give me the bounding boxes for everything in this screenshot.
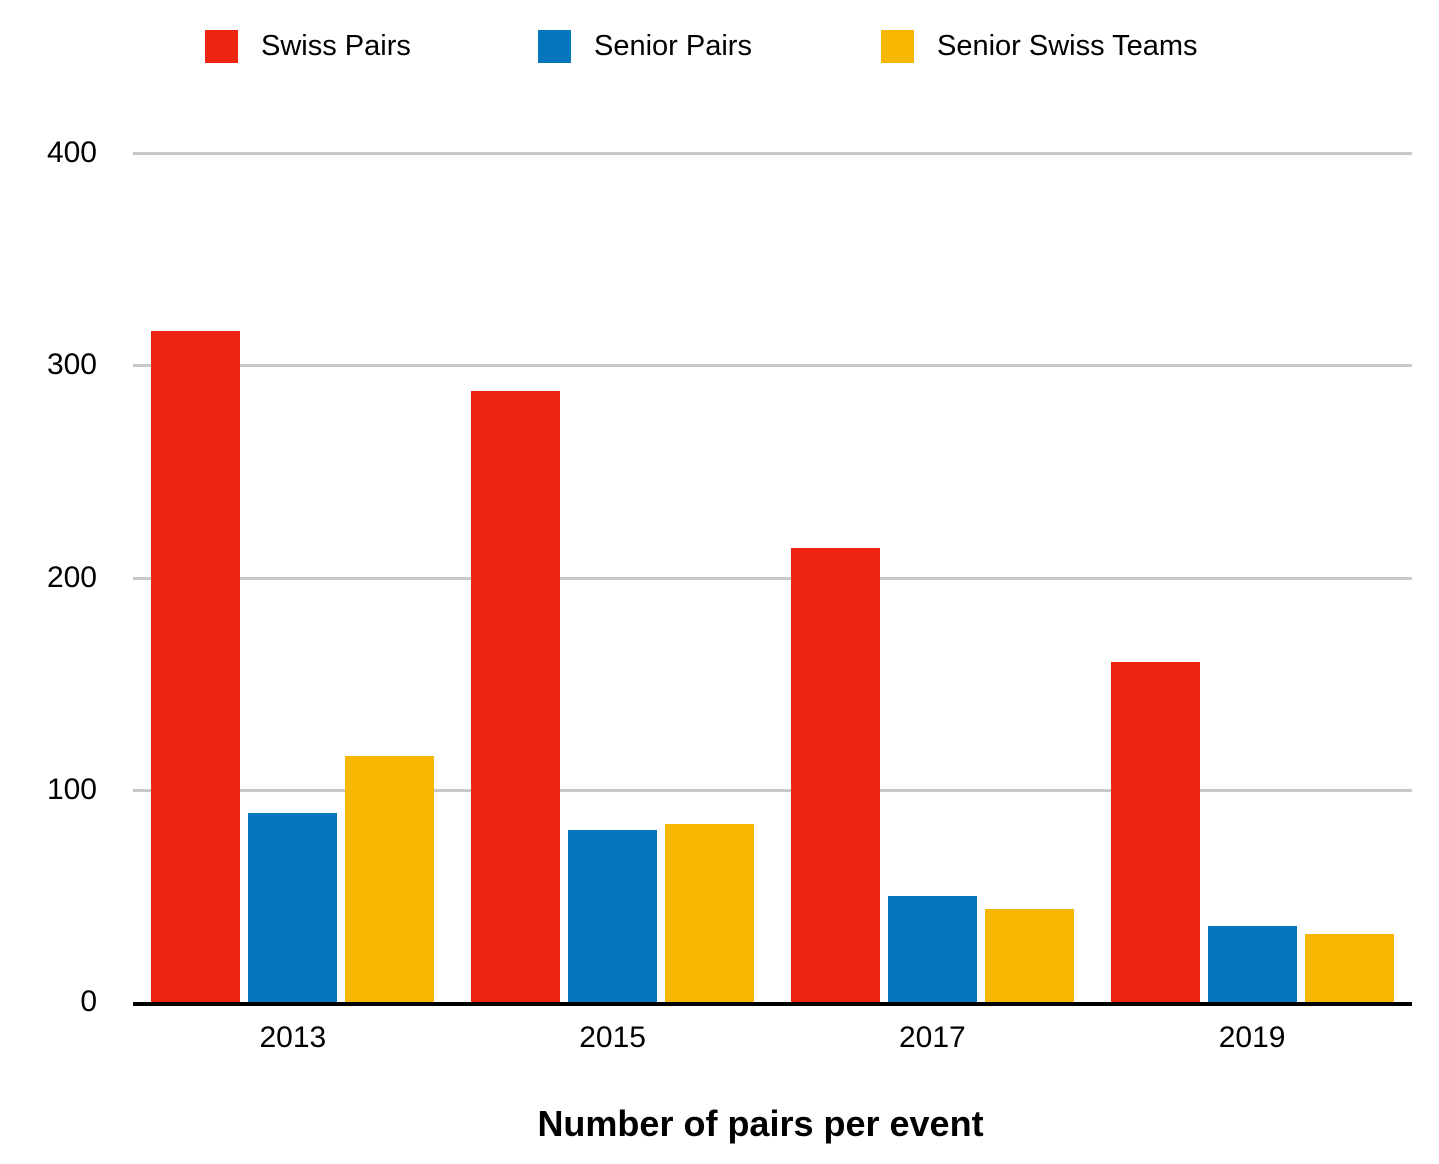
legend-label-senior-pairs: Senior Pairs: [594, 30, 752, 62]
legend-swatch-senior-swiss-teams: [881, 29, 914, 63]
y-axis-tick-label-400: 400: [46, 136, 97, 169]
legend-swatch-swiss-pairs: [205, 29, 238, 63]
gridline-400: [133, 152, 1412, 155]
x-axis-line: [133, 1002, 1412, 1006]
gridline-200: [133, 576, 1412, 580]
bar-senior-swiss-teams-2017: [984, 908, 1074, 1002]
bar-swiss-pairs-2019: [1110, 662, 1200, 1002]
bar-senior-swiss-teams-2019: [1304, 934, 1394, 1002]
bar-senior-swiss-teams-2015: [665, 823, 755, 1002]
legend-label-senior-swiss-teams: Senior Swiss Teams: [937, 30, 1198, 62]
y-axis-tick-label-100: 100: [46, 772, 97, 806]
legend-item-swiss-pairs: Swiss Pairs: [205, 28, 411, 64]
y-axis-tick-label-0: 0: [80, 985, 97, 1018]
bar-swiss-pairs-2015: [471, 390, 561, 1002]
y-axis-tick-label-300: 300: [46, 348, 97, 382]
x-axis-title: Number of pairs per event: [537, 1103, 984, 1144]
y-axis-tick-label-200: 200: [46, 560, 97, 594]
bar-senior-swiss-teams-2013: [345, 755, 435, 1002]
legend-swatch-senior-pairs: [538, 29, 571, 63]
bar-senior-pairs-2017: [887, 895, 977, 1002]
legend-item-senior-pairs: Senior Pairs: [538, 28, 752, 64]
bar-senior-pairs-2015: [568, 830, 658, 1002]
x-axis-label-2013: 2013: [259, 1021, 327, 1054]
bar-swiss-pairs-2013: [151, 331, 241, 1002]
x-axis-label-2017: 2017: [899, 1021, 966, 1054]
gridline-300: [133, 364, 1412, 368]
bar-senior-pairs-2013: [248, 813, 338, 1002]
x-axis-label-2019: 2019: [1218, 1021, 1286, 1054]
gridline-100: [133, 788, 1412, 792]
bar-swiss-pairs-2017: [790, 547, 880, 1002]
x-axis-label-2015: 2015: [579, 1021, 646, 1054]
bar-senior-pairs-2019: [1207, 925, 1297, 1002]
legend-item-senior-swiss-teams: Senior Swiss Teams: [881, 28, 1198, 64]
legend-label-swiss-pairs: Swiss Pairs: [261, 30, 411, 62]
